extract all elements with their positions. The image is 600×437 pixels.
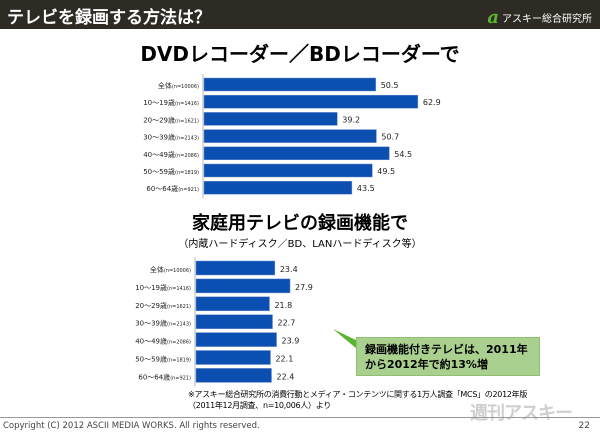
category-label: 50～59歳(n=1819) <box>143 167 199 176</box>
bar <box>203 94 419 109</box>
data-label: 27.9 <box>295 283 313 292</box>
bar <box>195 350 271 365</box>
data-label: 39.2 <box>342 115 360 124</box>
bar <box>195 296 270 312</box>
data-label: 23.9 <box>282 337 300 346</box>
footnote: ※アスキー総合研究所の消費行動とメディア・コンテンツに関する1万人調査「MCS」… <box>188 389 527 411</box>
bar <box>195 260 276 276</box>
category-label: 10～19歳(n=1416) <box>143 98 199 107</box>
bar <box>203 129 377 143</box>
bar <box>203 112 338 126</box>
category-label: 全体(n=10006) <box>150 265 191 274</box>
data-label: 50.7 <box>381 133 399 142</box>
footnote-line1: ※アスキー総合研究所の消費行動とメディア・コンテンツに関する1万人調査「MCS」… <box>188 390 528 399</box>
footnote-line2: （2011年12月調査、n=10,006人）より <box>188 401 331 410</box>
category-label: 60～64歳(n=921) <box>146 184 199 193</box>
data-label: 43.5 <box>357 184 375 193</box>
logo-mark: a <box>487 6 499 28</box>
category-label: 30～39歳(n=2143) <box>135 319 191 328</box>
bar <box>195 278 291 294</box>
bar <box>203 146 390 161</box>
category-label: 40～49歳(n=2086) <box>135 337 191 346</box>
footer-divider <box>0 417 600 418</box>
bar <box>195 332 277 347</box>
category-label: 50～59歳(n=1819) <box>135 355 191 364</box>
category-label: 20～29歳(n=1621) <box>135 301 191 310</box>
callout-box: 録画機能付きテレビは、2011年 から2012年で約13%増 <box>356 337 540 376</box>
data-label: 50.5 <box>381 81 399 90</box>
chart2-title: 家庭用テレビの録画機能で <box>192 213 408 234</box>
bar <box>203 180 353 195</box>
data-label: 62.9 <box>423 98 441 107</box>
callout-line1: 録画機能付きテレビは、2011年 <box>365 343 528 356</box>
data-label: 49.5 <box>377 167 395 176</box>
bar <box>203 77 376 92</box>
callout-line2: から2012年で約13%増 <box>365 358 488 371</box>
data-label: 21.8 <box>274 301 292 310</box>
data-label: 23.4 <box>280 265 298 274</box>
slide-title: テレビを録画する方法は？ <box>7 8 211 28</box>
chart2-subtitle: （内蔵ハードディスク／BD、LANハードディスク等） <box>178 239 422 250</box>
copyright: Copyright (C) 2012 ASCII MEDIA WORKS. Al… <box>3 421 260 431</box>
data-label: 22.1 <box>275 355 293 364</box>
data-label: 54.5 <box>394 150 412 159</box>
page-number: 22 <box>578 421 590 431</box>
category-label: 20～29歳(n=1621) <box>143 115 199 124</box>
bar <box>195 368 272 383</box>
logo-text: アスキー総合研究所 <box>502 14 592 25</box>
data-label: 22.4 <box>276 372 294 381</box>
chart1-title: DVDレコーダー／BDレコーダーで <box>140 42 460 66</box>
category-label: 60～64歳(n=921) <box>138 372 191 381</box>
data-label: 22.7 <box>277 319 295 328</box>
bar <box>203 163 373 178</box>
watermark: 週刊アスキー <box>470 403 573 424</box>
logo: a アスキー総合研究所 <box>487 6 592 28</box>
header-bar: テレビを録画する方法は？ <box>0 0 600 29</box>
bar <box>195 314 273 329</box>
callout-pointer <box>333 329 362 349</box>
category-label: 40～49歳(n=2086) <box>143 150 199 159</box>
category-label: 10～19歳(n=1416) <box>135 283 191 292</box>
category-label: 全体(n=10006) <box>158 81 199 90</box>
category-label: 30～39歳(n=2143) <box>143 133 199 142</box>
